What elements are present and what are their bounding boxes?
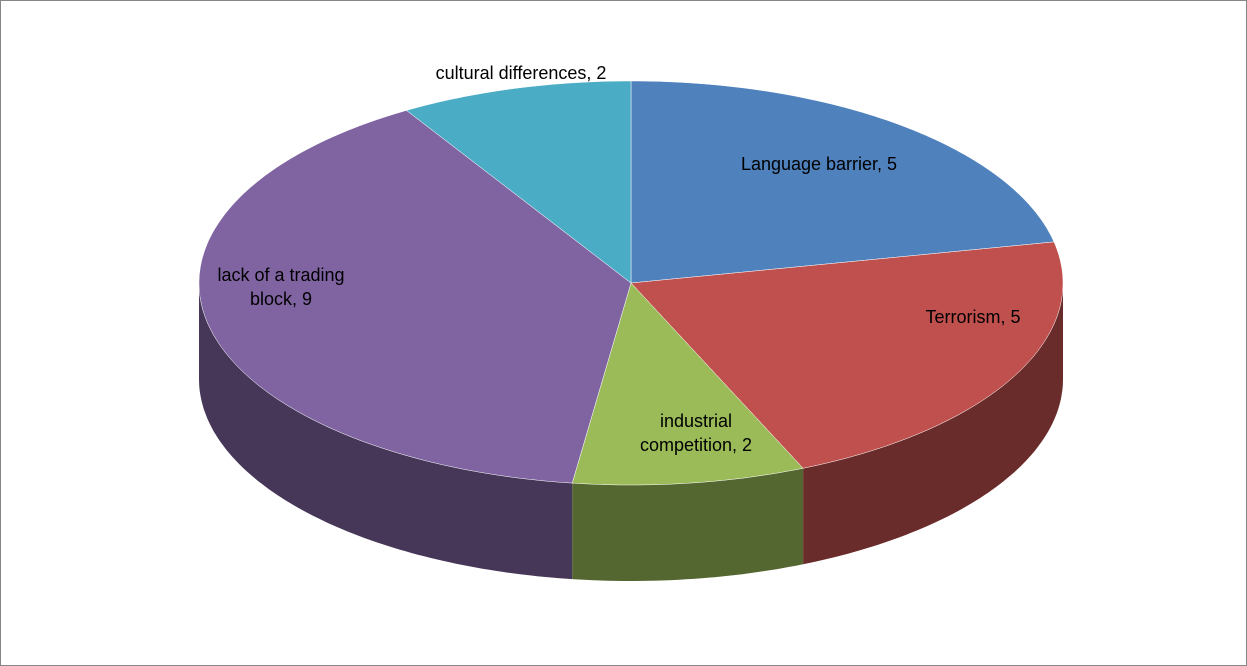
slice-side xyxy=(572,468,804,581)
slice-side xyxy=(199,283,573,580)
slice xyxy=(198,110,632,484)
data-label: cultural differences, 2 xyxy=(435,63,607,83)
slice-side xyxy=(803,283,1063,565)
data-label: Language barrier, 5 xyxy=(740,154,898,174)
data-label: industrial competition, 2 xyxy=(639,411,753,455)
slice xyxy=(405,80,632,284)
data-label: lack of a trading block, 9 xyxy=(217,265,345,309)
slice xyxy=(630,241,1064,469)
data-label: Terrorism, 5 xyxy=(925,307,1021,327)
slice xyxy=(630,80,1055,284)
slice xyxy=(571,282,804,486)
